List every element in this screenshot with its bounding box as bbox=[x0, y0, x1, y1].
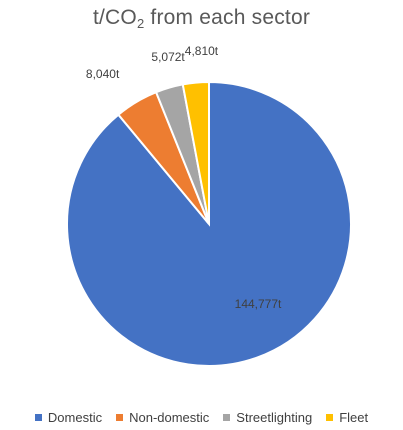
pie-data-labels: 144,777t 8,040t 5,072t 4,810t bbox=[86, 44, 282, 311]
chart-title-main: t/CO bbox=[92, 6, 137, 29]
legend-label: Streetlighting bbox=[236, 410, 313, 425]
data-label-non-domestic: 8,040t bbox=[86, 67, 120, 81]
chart-title-subscript: 2 bbox=[136, 16, 145, 31]
pie-slice-fleet bbox=[181, 80, 210, 225]
data-label-fleet: 4,810t bbox=[185, 44, 219, 58]
legend-label: Fleet bbox=[339, 410, 369, 425]
chart-title-suffix: from each sector bbox=[144, 6, 311, 29]
legend-swatch bbox=[326, 414, 334, 421]
chart-title: t/CO2 from each sector bbox=[0, 6, 403, 30]
legend-item-non-domestic: Non-domestic bbox=[116, 410, 209, 425]
legend-label: Domestic bbox=[47, 410, 103, 425]
legend-swatch bbox=[34, 414, 42, 421]
legend-item-domestic: Domestic bbox=[34, 410, 103, 425]
legend-item-fleet: Fleet bbox=[326, 410, 368, 425]
chart-legend: Domestic Non-domestic Streetlighting Fleet bbox=[0, 410, 403, 425]
data-label-streetlighting: 5,072t bbox=[151, 50, 185, 64]
legend-label: Non-domestic bbox=[129, 410, 210, 425]
legend-swatch bbox=[223, 414, 231, 421]
legend-item-streetlighting: Streetlighting bbox=[223, 410, 312, 425]
data-label-domestic: 144,777t bbox=[235, 297, 282, 311]
legend-swatch bbox=[116, 414, 124, 421]
pie-slices bbox=[66, 80, 352, 367]
